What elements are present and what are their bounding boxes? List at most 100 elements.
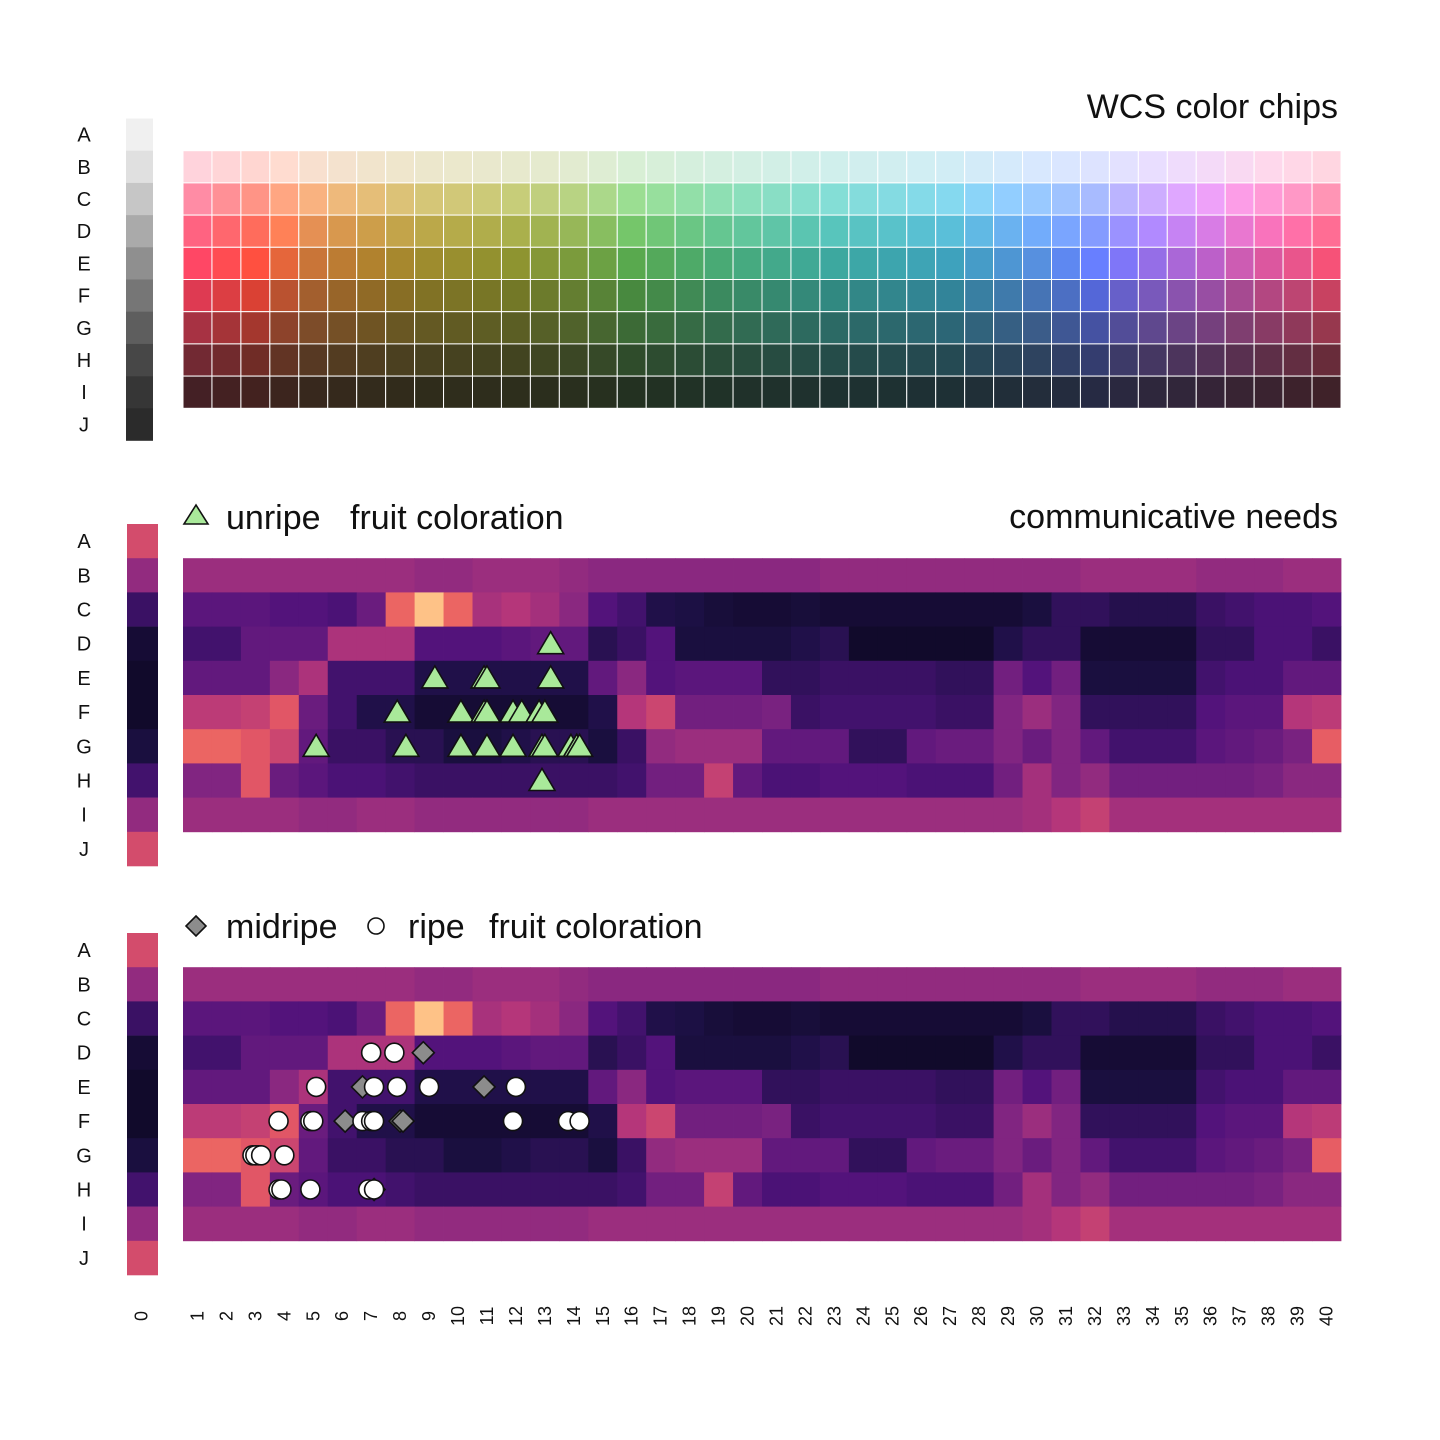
achromatic-cell-J: [127, 1240, 158, 1276]
ripe-marker: [271, 1179, 292, 1200]
ripe-marker: [363, 1076, 385, 1098]
cell-E-34: [1138, 660, 1168, 696]
cell-C-31: [1051, 1001, 1081, 1036]
cell-C-15: [588, 592, 618, 627]
cell-F-29: [993, 695, 1023, 730]
achromatic-chip-E: [126, 247, 153, 280]
cell-G-24: [848, 1138, 879, 1173]
chip-G-27: [935, 311, 966, 345]
cell-C-13: [530, 1001, 560, 1036]
column-tick-label-6: 6: [332, 1311, 352, 1321]
cell-B-35: [1167, 967, 1197, 1002]
chip-D-31: [1051, 214, 1081, 248]
cell-B-39: [1283, 558, 1313, 593]
cell-H-11: [472, 763, 502, 798]
chip-E-28: [964, 246, 995, 281]
cell-D-34: [1138, 1035, 1168, 1071]
cell-H-18: [675, 1172, 705, 1207]
cell-B-9: [414, 558, 444, 593]
chip-H-37: [1224, 343, 1255, 377]
chip-E-6: [327, 246, 358, 281]
cell-B-39: [1283, 967, 1313, 1002]
cell-H-31: [1051, 1172, 1081, 1207]
row-label-G: G: [76, 736, 92, 758]
chip-C-23: [819, 182, 850, 216]
cell-B-26: [906, 558, 937, 593]
chip-F-2: [211, 279, 242, 313]
cell-C-25: [877, 1001, 908, 1036]
chip-D-9: [414, 214, 445, 248]
cell-G-6: [327, 1138, 358, 1173]
cell-F-5: [298, 695, 329, 730]
cell-B-29: [993, 558, 1023, 593]
cell-C-21: [762, 1001, 792, 1036]
chip-H-35: [1166, 343, 1197, 377]
chip-E-15: [587, 246, 618, 281]
cell-F-40: [1312, 1104, 1342, 1139]
cell-H-12: [501, 763, 531, 798]
chips-title: WCS color chips: [1087, 88, 1338, 126]
column-tick-label-15: 15: [593, 1306, 613, 1326]
chip-G-2: [211, 311, 242, 345]
column-tick-label-38: 38: [1259, 1306, 1279, 1326]
chip-E-23: [819, 246, 850, 281]
cell-D-19: [704, 1035, 734, 1071]
cell-G-17: [646, 729, 676, 764]
cell-I-13: [530, 797, 560, 833]
achromatic-chip-C: [126, 182, 153, 216]
chip-F-12: [500, 279, 531, 313]
chip-C-7: [356, 182, 387, 216]
cell-H-32: [1080, 1172, 1110, 1207]
cell-C-8: [385, 592, 415, 627]
chip-D-12: [500, 214, 531, 248]
cell-G-27: [935, 1138, 966, 1173]
chip-G-1: [182, 311, 213, 345]
cell-B-32: [1080, 558, 1110, 593]
cell-C-21: [762, 592, 792, 627]
chip-C-19: [703, 182, 734, 216]
unripe-marker: [472, 698, 502, 723]
cell-D-38: [1254, 626, 1284, 662]
cell-I-22: [790, 1206, 821, 1242]
chip-E-21: [761, 246, 792, 281]
column-tick-label-10: 10: [448, 1306, 468, 1326]
column-tick-label-27: 27: [940, 1306, 960, 1326]
chip-C-10: [443, 182, 473, 216]
cell-G-2: [211, 729, 242, 764]
cell-E-6: [327, 660, 358, 696]
chip-F-33: [1108, 279, 1139, 313]
chip-F-34: [1137, 279, 1168, 313]
cell-I-24: [848, 797, 879, 833]
ripe-marker: [569, 1110, 590, 1132]
chip-I-18: [674, 375, 705, 409]
achromatic-cell-I: [127, 1206, 158, 1242]
cell-I-35: [1167, 1206, 1197, 1242]
chip-E-30: [1022, 246, 1052, 281]
cell-D-2: [211, 626, 242, 662]
cell-G-21: [762, 729, 792, 764]
cell-C-37: [1225, 592, 1255, 627]
cell-D-4: [269, 1035, 300, 1071]
cell-I-6: [327, 1206, 358, 1242]
chip-E-16: [616, 246, 647, 281]
cell-I-11: [472, 1206, 502, 1242]
cell-G-5: [298, 1138, 329, 1173]
unripe-marker: [446, 698, 476, 723]
chip-E-4: [269, 246, 300, 281]
chip-E-32: [1079, 246, 1110, 281]
ripe-marker: [363, 1179, 385, 1200]
row-label-C: C: [77, 189, 91, 211]
chip-E-40: [1311, 246, 1342, 281]
chip-H-27: [935, 343, 966, 377]
cell-G-29: [993, 729, 1023, 764]
cell-B-37: [1225, 967, 1255, 1002]
cell-F-19: [704, 1104, 734, 1139]
chip-G-21: [761, 311, 792, 345]
chip-G-37: [1224, 311, 1255, 345]
cell-G-28: [964, 1138, 994, 1173]
cell-C-1: [183, 1001, 213, 1036]
cell-I-31: [1051, 1206, 1081, 1242]
chip-B-4: [269, 150, 300, 184]
chip-G-38: [1253, 311, 1284, 345]
chip-I-26: [906, 375, 937, 409]
